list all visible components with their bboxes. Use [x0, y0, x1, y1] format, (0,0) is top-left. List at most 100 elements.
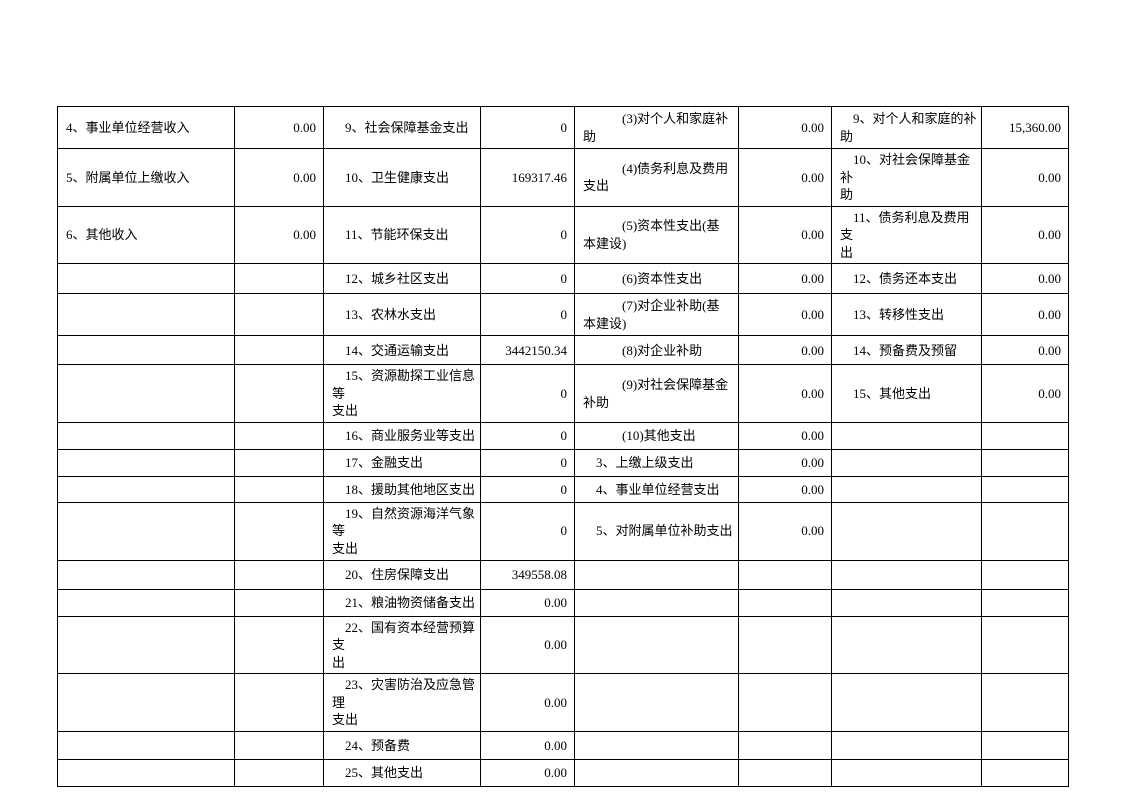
value-cell: 0.00: [981, 293, 1069, 337]
table-row: 20、住房保障支出 349558.08: [57, 559, 1069, 590]
label-cell: 21、粮油物资储备支出: [323, 588, 481, 617]
value-cell: 0.00: [480, 615, 575, 675]
value-cell: 0.00: [234, 106, 324, 149]
value-cell: 0: [480, 106, 575, 149]
label-cell: [57, 335, 235, 366]
label-cell: 20、住房保障支出: [323, 559, 481, 590]
label-cell: 14、交通运输支出: [323, 335, 481, 366]
value-cell: 0.00: [981, 263, 1069, 295]
value-cell: 0.00: [738, 263, 832, 295]
label-cell: [574, 730, 739, 760]
label-cell: 15、资源勘探工业信息等 支出: [323, 364, 481, 423]
value-cell: [981, 730, 1069, 760]
table-row: 22、国有资本经营预算支 出 0.00: [57, 615, 1069, 675]
label-cell: 11、节能环保支出: [323, 205, 481, 265]
label-cell: 22、国有资本经营预算支 出: [323, 615, 481, 675]
table-row: 19、自然资源海洋气象等 支出 0 5、对附属单位补助支出 0.00: [57, 501, 1069, 561]
value-cell: 169317.46: [480, 148, 575, 207]
value-cell: 0.00: [738, 475, 832, 503]
value-cell: 0.00: [738, 364, 832, 423]
value-cell: 0.00: [981, 148, 1069, 207]
label-cell: 23、灾害防治及应急管理 支出: [323, 673, 481, 732]
value-cell: 0: [480, 293, 575, 337]
label-cell: [57, 501, 235, 561]
table-row: 5、附属单位上缴收入 0.00 10、卫生健康支出 169317.46 (4)债务利…: [57, 148, 1069, 207]
label-cell: [831, 615, 982, 675]
value-cell: [981, 421, 1069, 450]
label-cell: [831, 559, 982, 590]
table-row: 25、其他支出 0.00: [57, 758, 1069, 787]
label-cell: 5、对附属单位补助支出: [574, 501, 739, 561]
value-cell: [981, 758, 1069, 787]
label-cell: 13、农林水支出: [323, 293, 481, 337]
label-cell: 17、金融支出: [323, 448, 481, 477]
label-cell: (9)对社会保障基金 补助: [574, 364, 739, 423]
table-row: 15、资源勘探工业信息等 支出 0 (9)对社会保障基金 补助 0.00 15、其他…: [57, 364, 1069, 423]
label-cell: [831, 475, 982, 503]
label-cell: (4)债务利息及费用 支出: [574, 148, 739, 207]
value-cell: 0.00: [738, 148, 832, 207]
label-cell: [831, 448, 982, 477]
value-cell: 0: [480, 421, 575, 450]
value-cell: [234, 448, 324, 477]
label-cell: [57, 448, 235, 477]
label-cell: [574, 615, 739, 675]
value-cell: [234, 559, 324, 590]
table-row: 14、交通运输支出 3442150.34 (8)对企业补助 0.00 14、预备费及…: [57, 335, 1069, 366]
table-row: 21、粮油物资储备支出 0.00: [57, 588, 1069, 617]
label-cell: 4、事业单位经营收入: [57, 106, 235, 149]
value-cell: 0.00: [738, 106, 832, 149]
value-cell: 0: [480, 263, 575, 295]
value-cell: 0.00: [738, 335, 832, 366]
value-cell: [738, 758, 832, 787]
value-cell: 0.00: [234, 148, 324, 207]
value-cell: 0.00: [480, 730, 575, 760]
label-cell: [57, 588, 235, 617]
value-cell: 0.00: [234, 205, 324, 265]
label-cell: [57, 615, 235, 675]
value-cell: [234, 364, 324, 423]
label-cell: [574, 758, 739, 787]
value-cell: [738, 730, 832, 760]
label-cell: 24、预备费: [323, 730, 481, 760]
value-cell: 0.00: [738, 448, 832, 477]
value-cell: [234, 615, 324, 675]
label-cell: [831, 588, 982, 617]
label-cell: (6)资本性支出: [574, 263, 739, 295]
label-cell: 11、债务利息及费用支 出: [831, 205, 982, 265]
label-cell: 3、上缴上级支出: [574, 448, 739, 477]
label-cell: [57, 559, 235, 590]
value-cell: 0.00: [480, 758, 575, 787]
value-cell: [234, 588, 324, 617]
value-cell: 0.00: [981, 205, 1069, 265]
value-cell: [234, 475, 324, 503]
value-cell: 3442150.34: [480, 335, 575, 366]
value-cell: 0.00: [981, 335, 1069, 366]
value-cell: 15,360.00: [981, 106, 1069, 149]
value-cell: 0.00: [480, 588, 575, 617]
label-cell: 9、对个人和家庭的补助: [831, 106, 982, 149]
table-row: 24、预备费 0.00: [57, 730, 1069, 760]
value-cell: [981, 475, 1069, 503]
value-cell: [234, 673, 324, 732]
value-cell: 0: [480, 364, 575, 423]
value-cell: 0.00: [738, 421, 832, 450]
label-cell: [831, 758, 982, 787]
table-row: 18、援助其他地区支出 0 4、事业单位经营支出 0.00: [57, 475, 1069, 503]
label-cell: 25、其他支出: [323, 758, 481, 787]
value-cell: 0.00: [480, 673, 575, 732]
value-cell: [234, 501, 324, 561]
label-cell: 10、对社会保障基金补 助: [831, 148, 982, 207]
label-cell: [57, 263, 235, 295]
label-cell: 14、预备费及预留: [831, 335, 982, 366]
label-cell: [574, 559, 739, 590]
label-cell: [831, 421, 982, 450]
value-cell: [981, 559, 1069, 590]
table-row: 12、城乡社区支出 0 (6)资本性支出 0.00 12、债务还本支出 0.00: [57, 263, 1069, 295]
value-cell: 0: [480, 448, 575, 477]
value-cell: [234, 730, 324, 760]
value-cell: [234, 758, 324, 787]
table-row: 16、商业服务业等支出 0 (10)其他支出 0.00: [57, 421, 1069, 450]
